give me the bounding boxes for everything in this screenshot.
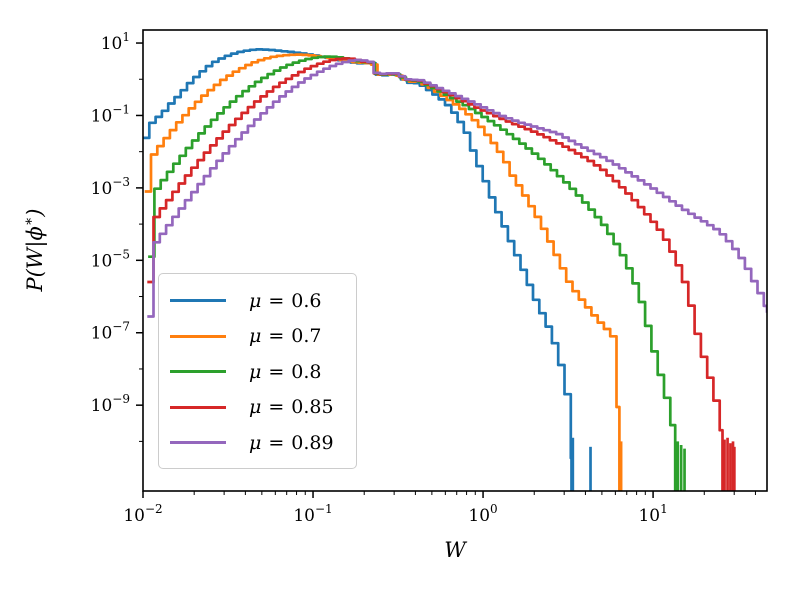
legend-line-swatch [170, 405, 226, 409]
legend-label: μ = 0.7 [249, 325, 322, 347]
equals-sign: = [268, 360, 285, 383]
legend-label: μ = 0.85 [249, 396, 334, 418]
y-tick-label: 101 [101, 30, 130, 54]
curve-mu-0.89 [147, 58, 767, 318]
legend-line-swatch [170, 334, 226, 338]
legend-line-swatch [170, 370, 226, 374]
mu-value: 0.85 [291, 396, 334, 419]
y-tick-label: 10−3 [91, 175, 130, 199]
y-tick-label: 10−5 [91, 247, 130, 271]
y-tick-label: 10−7 [91, 320, 130, 344]
legend: μ = 0.6 μ = 0.7 μ = 0.8 μ = 0.85 μ = 0.89 [158, 273, 357, 469]
legend-item-mu-0.85: μ = 0.85 [170, 390, 356, 426]
mu-value: 0.8 [291, 360, 322, 383]
x-tick-label: 10−1 [293, 502, 332, 526]
equals-sign: = [268, 325, 285, 348]
legend-label: μ = 0.6 [249, 290, 322, 312]
equals-sign: = [268, 289, 285, 312]
equals-sign: = [268, 431, 285, 454]
mu-symbol: μ [249, 360, 262, 383]
mu-symbol: μ [249, 396, 262, 419]
equals-sign: = [268, 396, 285, 419]
x-tick-label: 100 [468, 502, 497, 526]
mu-symbol: μ [249, 325, 262, 348]
x-tick-label: 10−2 [123, 502, 162, 526]
y-tick-label: 10−9 [91, 392, 130, 416]
legend-label: μ = 0.89 [249, 432, 334, 454]
x-tick-label: 101 [638, 502, 667, 526]
legend-item-mu-0.89: μ = 0.89 [170, 425, 356, 461]
axes-spines [142, 29, 768, 492]
mu-symbol: μ [249, 431, 262, 454]
legend-item-mu-0.8: μ = 0.8 [170, 354, 356, 390]
mu-value: 0.89 [291, 431, 334, 454]
legend-item-mu-0.7: μ = 0.7 [170, 319, 356, 355]
y-axis-label: P(W|ϕ∗) [21, 208, 48, 292]
x-axis-label: W [444, 538, 468, 562]
legend-item-mu-0.6: μ = 0.6 [170, 283, 356, 319]
legend-label: μ = 0.8 [249, 361, 322, 383]
mu-value: 0.6 [291, 289, 322, 312]
y-tick-label: 10−1 [91, 102, 130, 126]
mu-value: 0.7 [291, 325, 322, 348]
legend-line-swatch [170, 441, 226, 445]
mu-symbol: μ [249, 289, 262, 312]
legend-line-swatch [170, 299, 226, 303]
